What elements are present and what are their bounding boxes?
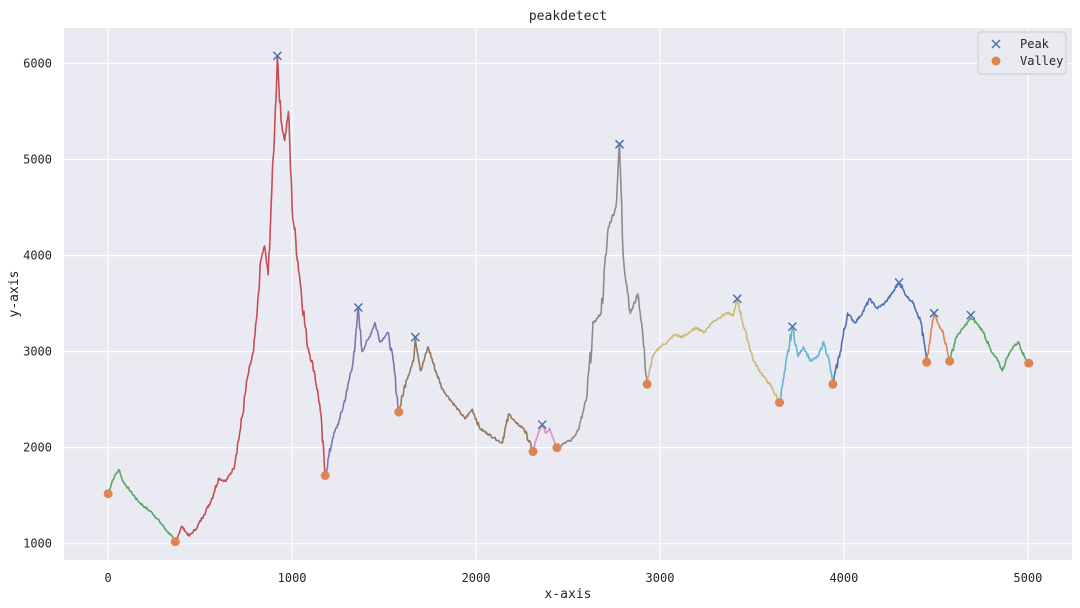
x-axis-ticks: 0 1000 2000 3000 4000 5000 [105,571,1043,585]
series-segment-9 [925,312,951,363]
valley-marker-10 [945,356,955,366]
legend-label-peak: Peak [1020,37,1050,51]
peak-marker-7 [894,277,904,288]
y-tick-label-3: 4000 [23,249,52,263]
series-segment-0 [107,468,177,543]
peak-marker-8 [929,308,939,318]
plot-background [64,28,1072,560]
peak-marker-0 [272,51,282,61]
valley-marker-2 [320,470,330,480]
y-axis-ticks: 1000 2000 3000 4000 5000 6000 [23,57,52,551]
peak-marker-6 [787,322,797,332]
x-tick-label-4: 4000 [829,571,858,585]
series-segment-3 [398,336,534,453]
series-segment-2 [325,306,400,477]
valley-marker-1 [170,537,180,547]
grid-lines [64,28,1072,560]
series-segment-5 [556,143,648,449]
peak-marker-5 [732,294,742,304]
y-tick-label-4: 5000 [23,153,52,167]
y-tick-label-5: 6000 [23,57,52,71]
valley-marker-6 [642,379,652,389]
legend-marker-valley [991,56,1001,66]
peak-marker-2 [410,332,420,342]
x-axis-label: x-axis [545,587,592,602]
chart-title: peakdetect [529,9,607,24]
x-tick-label-3: 3000 [646,571,675,585]
x-tick-label-2: 2000 [462,571,491,585]
series-segment-8 [832,281,928,385]
valley-marker-4 [528,446,538,456]
legend: Peak Valley [977,31,1067,75]
y-tick-label-1: 2000 [23,441,52,455]
series-segment-10 [949,317,1030,372]
peak-marker-9 [966,310,976,320]
y-tick-label-0: 1000 [23,537,52,551]
legend-label-valley: Valley [1020,54,1063,68]
valley-marker-9 [922,357,932,367]
x-tick-label-1: 1000 [278,571,307,585]
legend-box [977,31,1067,75]
peak-marker-1 [353,302,363,312]
valley-marker-5 [552,443,562,453]
valley-marker-3 [394,407,404,417]
series-segment-6 [646,298,781,404]
peak-marker-4 [614,139,625,149]
valley-marker-7 [775,398,785,408]
x-tick-label-5: 5000 [1013,571,1042,585]
y-tick-label-2: 3000 [23,345,52,359]
valley-marker-11 [1024,358,1034,368]
series-segment-1 [174,55,326,543]
valley-marker-8 [828,379,838,389]
series-segment-7 [779,325,834,404]
peak-marker-3 [537,420,547,430]
legend-marker-peak [991,39,1001,49]
x-tick-label-0: 0 [105,571,112,585]
series-segment-4 [532,423,558,452]
y-axis-label: y-axis [7,271,22,318]
peak-valley-markers [103,51,1034,547]
data-series [107,55,1030,543]
valley-marker-0 [103,489,113,499]
